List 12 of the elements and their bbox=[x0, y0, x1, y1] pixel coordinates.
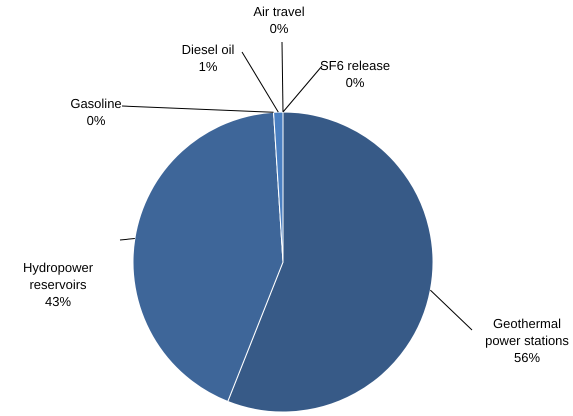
text: 0% bbox=[346, 75, 364, 90]
category-label: Gasoline bbox=[70, 96, 122, 111]
text: 0% bbox=[270, 21, 288, 36]
data-label: 1% bbox=[198, 59, 218, 74]
category-label: Air travel bbox=[253, 4, 305, 19]
data-label: 56% bbox=[514, 350, 540, 365]
slice-label: Diesel oil bbox=[182, 42, 234, 57]
slice-label: Geothermal power stations bbox=[485, 316, 570, 348]
slice-label: Hydropower reservoirs bbox=[22, 260, 94, 292]
category-label: SF6 release bbox=[320, 58, 390, 73]
text: 0% bbox=[86, 113, 106, 128]
data-label: 43% bbox=[44, 294, 72, 309]
